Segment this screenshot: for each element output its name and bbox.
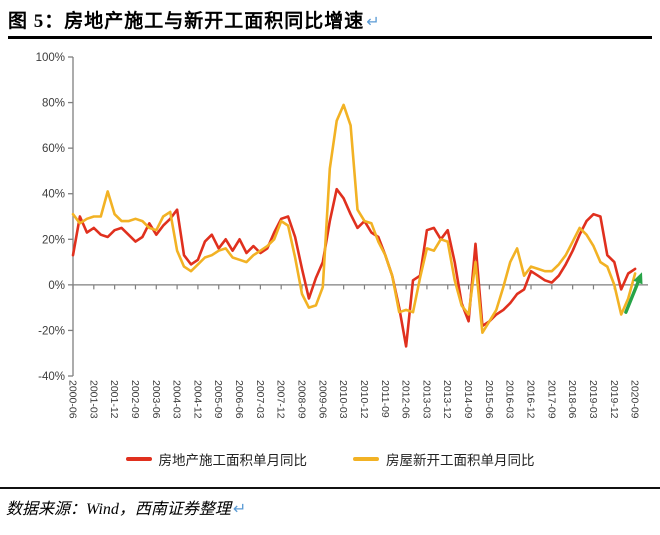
- legend-line-marker: [125, 457, 152, 461]
- y-tick-label: -20%: [38, 325, 65, 337]
- chart-canvas: 100% 80% 60% 40% 20% 0% -20% -40%2000-06 2001-03…: [36, 52, 648, 419]
- x-tick-label: 2013-03: [420, 380, 432, 419]
- trend-arrow-shaft: [624, 277, 642, 314]
- x-tick-label: 2017-09: [545, 380, 557, 419]
- trend-arrow-head: [633, 272, 643, 285]
- y-tick-label: 40%: [42, 189, 65, 201]
- y-tick-label: 20%: [42, 234, 65, 246]
- x-tick-label: 2008-09: [296, 380, 308, 419]
- legend-item-new-starts: 房屋新开工面积单月同比: [353, 449, 535, 469]
- x-tick-label: 2001-03: [87, 380, 99, 419]
- legend-label: 房地产施工面积单月同比: [158, 453, 308, 468]
- x-tick-label: 2009-06: [316, 380, 328, 419]
- return-mark-icon: ↵: [366, 12, 381, 31]
- y-tick-label: -40%: [38, 371, 65, 383]
- x-tick-label: 2006-06: [233, 380, 245, 419]
- title-rule: [8, 36, 652, 39]
- x-tick-label: 2004-12: [191, 380, 203, 419]
- x-tick-label: 2019-12: [608, 380, 620, 419]
- x-tick-label: 2018-06: [566, 380, 578, 419]
- x-tick-label: 2010-03: [337, 380, 349, 419]
- x-tick-label: 2001-12: [108, 380, 120, 419]
- x-tick-label: 2002-09: [129, 380, 141, 419]
- data-source-text: 数据来源：Wind，西南证券整理: [6, 501, 231, 518]
- x-tick-label: 2014-09: [462, 380, 474, 419]
- x-tick-label: 2012-06: [400, 380, 412, 419]
- series-line-new-starts: [71, 103, 637, 335]
- figure-title: 图 5：房地产施工与新开工面积同比增速 ↵: [8, 6, 652, 33]
- x-tick-label: 2003-06: [150, 380, 162, 419]
- return-mark-icon: ↵: [232, 499, 247, 518]
- x-tick-label: 2007-03: [254, 380, 266, 419]
- legend-label: 房屋新开工面积单月同比: [386, 453, 535, 468]
- legend-line-marker: [353, 457, 379, 461]
- footer-rule: [0, 487, 660, 489]
- x-tick-label: 2000-06: [67, 380, 79, 419]
- x-tick-label: 2007-12: [275, 380, 287, 419]
- data-source: 数据来源：Wind，西南证券整理 ↵: [6, 495, 654, 519]
- x-tick-label: 2019-03: [587, 380, 599, 419]
- x-tick-label: 2016-12: [525, 380, 537, 419]
- y-tick-label: 60%: [42, 143, 65, 155]
- y-tick-label: 80%: [42, 98, 65, 110]
- x-tick-label: 2004-03: [171, 380, 183, 419]
- x-tick-label: 2020-09: [629, 380, 641, 419]
- series-line-construction: [71, 187, 637, 348]
- x-tick-label: 2011-09: [379, 380, 391, 418]
- y-tick-label: 100%: [36, 52, 65, 64]
- figure-title-text: 图 5：房地产施工与新开工面积同比增速: [8, 11, 365, 32]
- x-tick-label: 2016-03: [504, 380, 516, 419]
- y-tick-label: 0%: [48, 280, 65, 292]
- x-tick-label: 2005-09: [212, 380, 224, 419]
- legend-item-construction: 房地产施工面积单月同比: [125, 449, 308, 469]
- chart-legend: 房地产施工面积单月同比 房屋新开工面积单月同比: [0, 449, 660, 469]
- x-tick-label: 2013-12: [441, 380, 453, 419]
- x-tick-label: 2015-06: [483, 380, 495, 419]
- x-tick-label: 2010-12: [358, 380, 370, 419]
